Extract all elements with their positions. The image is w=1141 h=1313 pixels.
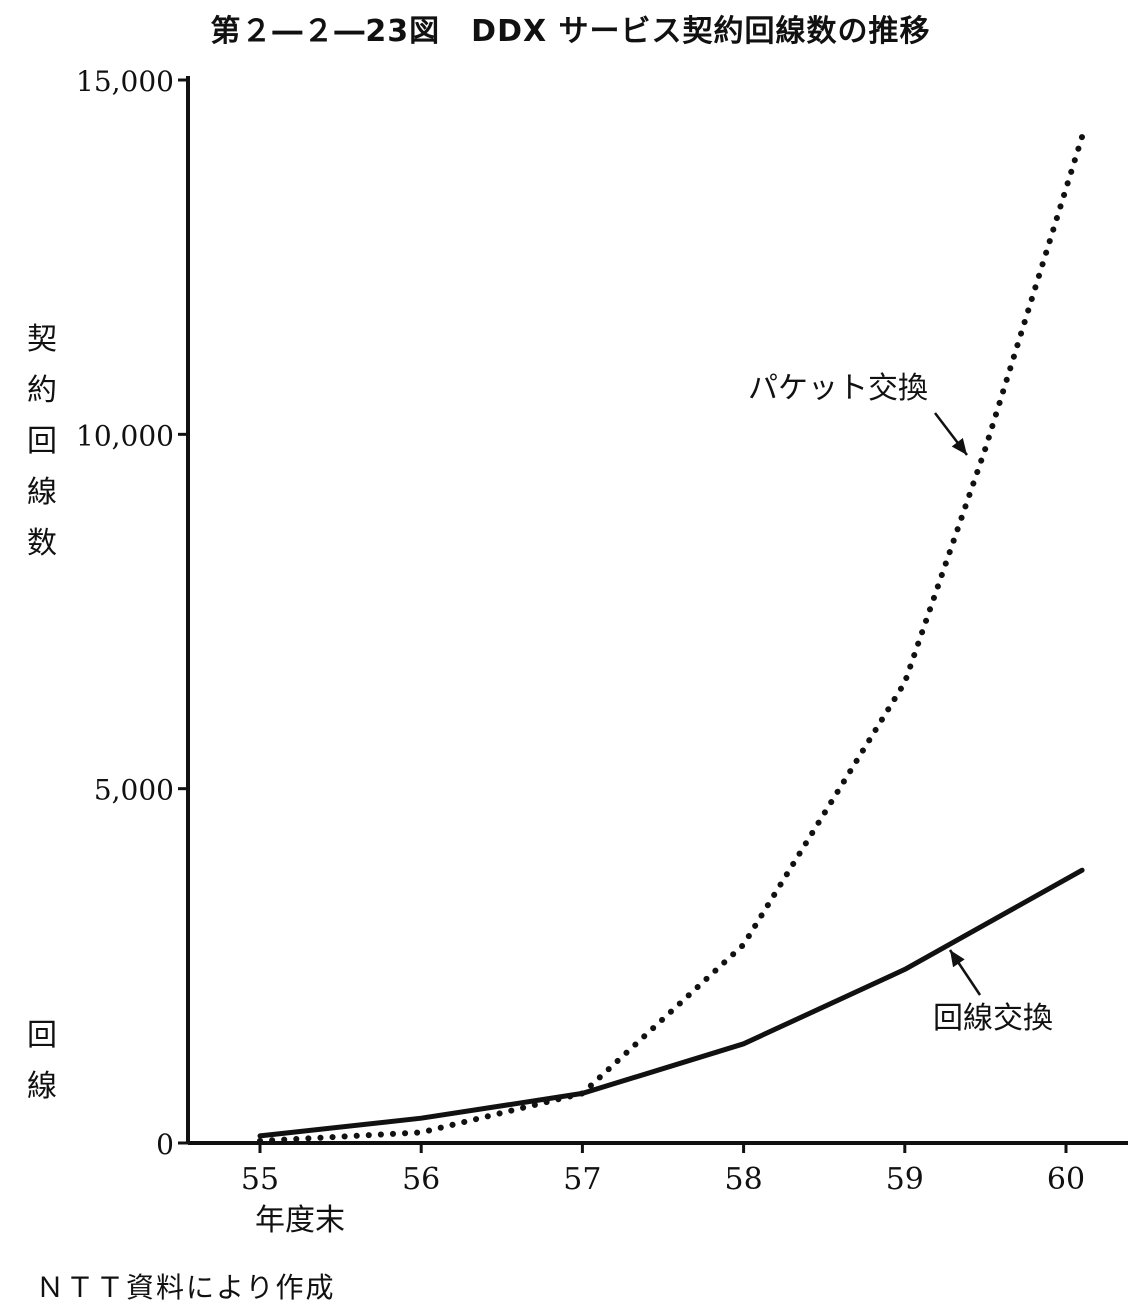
series-line-circuit (257, 867, 1085, 1139)
y-axis-label-char: 約 (27, 373, 57, 408)
y-tick-label: 0 (156, 1128, 174, 1161)
y-tick-label: 15,000 (76, 65, 174, 98)
source-note: ＮＴＴ資料により作成 (36, 1271, 336, 1304)
y-tick-label: 10,000 (76, 419, 174, 452)
y-axis-label-char: 回 (27, 424, 57, 459)
series-annotation-label: 回線交換 (933, 1001, 1053, 1036)
y-axis-label-char: 数 (27, 526, 57, 561)
x-tick-label: 59 (886, 1162, 924, 1197)
chart-title: 第２―２―23図 DDX サービス契約回線数の推移 (210, 14, 931, 49)
arrow-head-icon (950, 950, 965, 968)
x-tick-label: 55 (241, 1162, 279, 1197)
x-tick-label: 57 (563, 1162, 601, 1197)
y-axis-unit-label: 回 線 (22, 1010, 62, 1112)
y-axis-label-char: 線 (27, 475, 57, 510)
y-axis-label: 契 約 回 線 数 (22, 314, 62, 569)
series-annotation-label: パケット交換 (748, 371, 928, 406)
y-tick-label: 5,000 (94, 774, 174, 807)
x-tick-label: 60 (1047, 1162, 1085, 1197)
y-axis-unit-char: 線 (27, 1069, 57, 1104)
arrow-head-icon (951, 438, 967, 455)
y-axis-label-char: 契 (27, 322, 57, 357)
y-axis-unit-char: 回 (27, 1018, 57, 1053)
series-line-packet (257, 133, 1086, 1144)
x-tick-label: 56 (402, 1162, 440, 1197)
x-axis-label: 年度末 (255, 1203, 345, 1238)
x-tick-label: 58 (725, 1162, 763, 1197)
